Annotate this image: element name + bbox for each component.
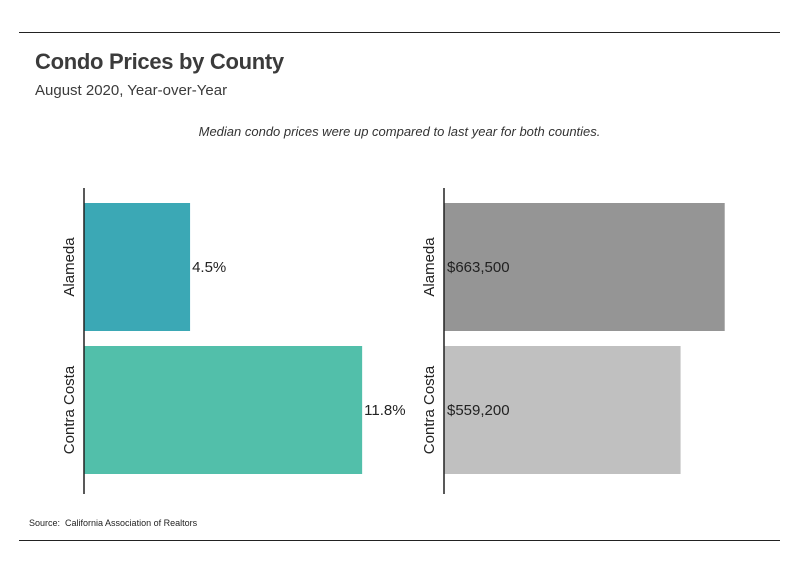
category-label-contra-costa: Contra Costa <box>421 365 438 454</box>
source-label: Source: <box>29 518 61 528</box>
value-label-contra-costa: $559,200 <box>447 402 510 419</box>
category-label-contra-costa: Contra Costa <box>61 365 78 454</box>
bar-alameda-1 <box>444 203 725 331</box>
value-label-alameda: $663,500 <box>447 259 510 276</box>
bar-contra-costa-0 <box>84 346 363 474</box>
bottom-rule <box>19 540 780 541</box>
chart-subtitle: August 2020, Year-over-Year <box>35 82 228 99</box>
chart-title: Condo Prices by County <box>35 49 284 74</box>
bar-alameda-0 <box>84 203 191 331</box>
source-text: California Association of Realtors <box>65 518 198 528</box>
category-label-alameda: Alameda <box>421 237 438 297</box>
value-label-alameda: 4.5% <box>192 259 226 276</box>
bar-contra-costa-1 <box>444 346 681 474</box>
chart-annotation: Median condo prices were up compared to … <box>198 124 601 139</box>
top-rule <box>19 32 780 33</box>
price-bar-chart: Alameda $663,500 Contra Costa $559,200 <box>421 188 725 494</box>
value-label-contra-costa: 11.8% <box>364 402 405 419</box>
change-bar-chart: Alameda 4.5% Contra Costa 11.8% <box>61 188 406 494</box>
category-label-alameda: Alameda <box>61 237 78 297</box>
source-note: Source: California Association of Realtor… <box>29 518 197 528</box>
